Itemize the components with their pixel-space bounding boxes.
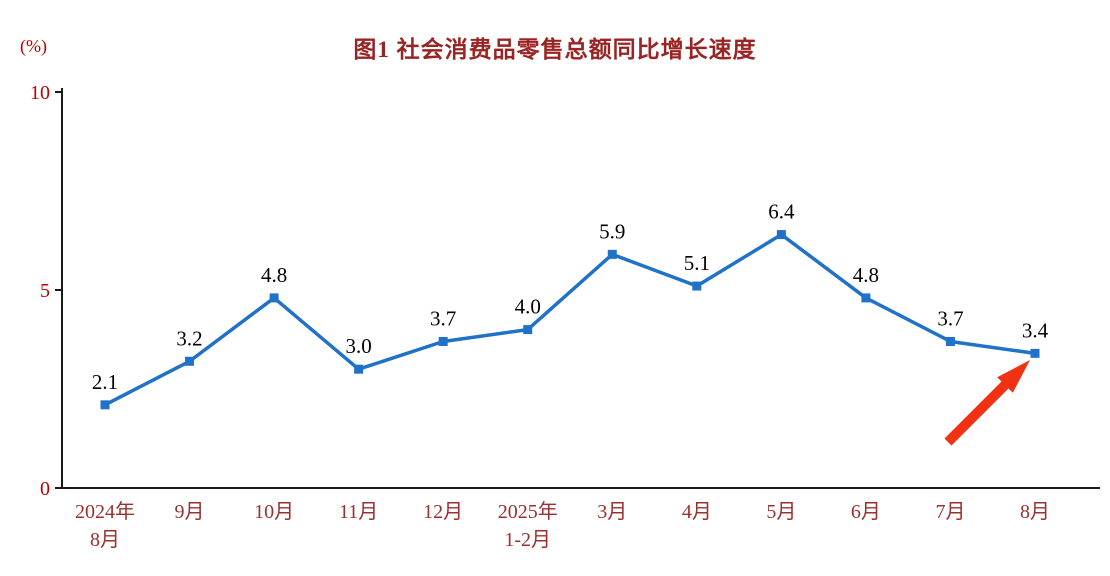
data-point-label: 3.7 (430, 306, 456, 330)
data-point-marker (607, 249, 617, 259)
chart-title: 图1 社会消费品零售总额同比增长速度 (353, 37, 757, 62)
data-point-label: 5.9 (599, 219, 625, 243)
data-point-label: 4.8 (853, 263, 879, 287)
data-point-label: 2.1 (92, 370, 118, 394)
data-point-marker (269, 293, 279, 303)
data-point-label: 3.0 (346, 334, 372, 358)
x-axis-label: 7月 (935, 501, 965, 523)
y-tick-label: 0 (40, 478, 50, 500)
y-tick-label: 5 (40, 280, 50, 302)
data-point-marker (692, 281, 702, 291)
x-axis-label: 10月 (254, 501, 294, 523)
data-point-marker (354, 364, 364, 374)
x-axis-label: 2025年 (498, 500, 558, 523)
data-point-marker (776, 230, 786, 240)
x-axis-label: 3月 (597, 501, 627, 523)
x-axis-label: 2024年 (75, 500, 135, 523)
x-axis-label: 6月 (851, 501, 881, 523)
data-point-marker (945, 336, 955, 346)
data-point-marker (523, 325, 533, 335)
data-point-label: 4.8 (261, 263, 287, 287)
data-point-label: 3.7 (937, 306, 963, 330)
data-point-marker (100, 400, 110, 410)
x-axis-label: 8月 (90, 529, 120, 551)
data-point-marker (1030, 348, 1040, 358)
x-axis-label: 4月 (682, 501, 712, 523)
data-point-label: 4.0 (515, 295, 541, 319)
x-axis-label: 9月 (175, 501, 205, 523)
y-tick-label: 10 (30, 82, 50, 104)
data-point-label: 5.1 (684, 251, 710, 275)
data-point-marker (861, 293, 871, 303)
trend-arrow-icon (944, 360, 1030, 446)
data-point-marker (185, 356, 195, 366)
data-line (103, 232, 1037, 407)
x-axis-label: 5月 (766, 501, 796, 523)
data-point-label: 3.2 (176, 326, 202, 350)
x-axis-label: 12月 (423, 501, 463, 523)
x-axis-label: 8月 (1020, 501, 1050, 523)
x-axis-label: 11月 (339, 501, 378, 523)
y-axis-unit-label: (%) (20, 36, 47, 56)
data-point-label: 6.4 (768, 200, 795, 224)
data-point-label: 3.4 (1022, 318, 1049, 342)
x-axis-label: 1-2月 (504, 529, 551, 551)
data-point-marker (438, 336, 448, 346)
